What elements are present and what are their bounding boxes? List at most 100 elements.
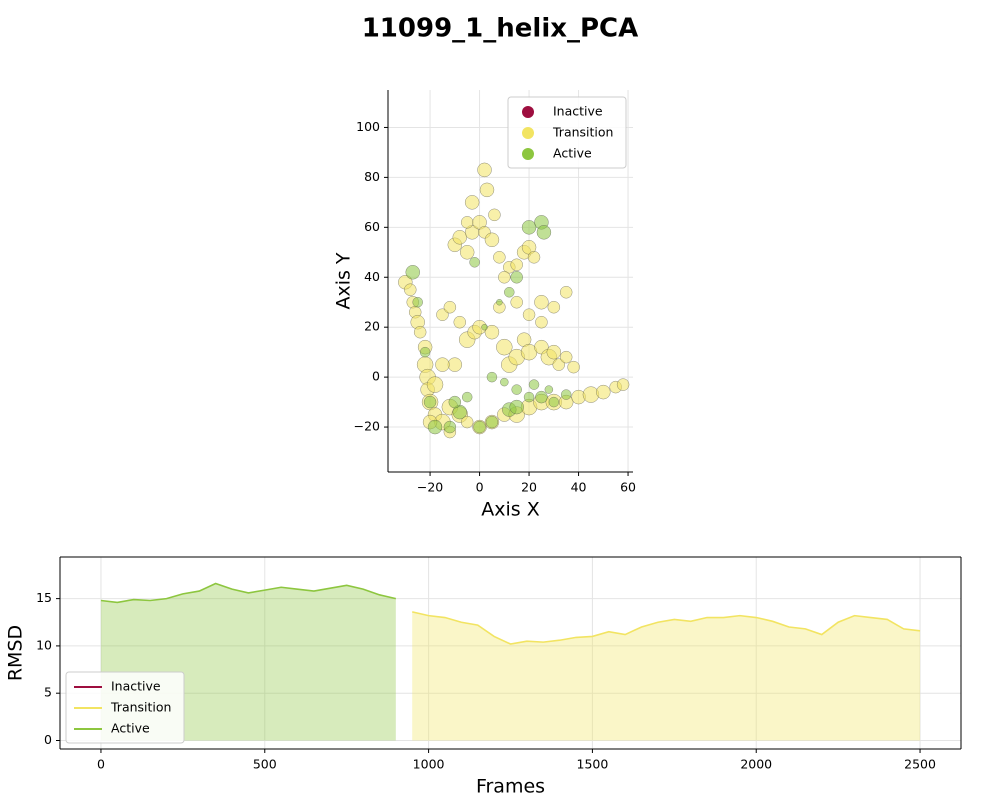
area	[412, 611, 921, 741]
legend-label: Inactive	[553, 104, 603, 119]
point	[459, 245, 475, 260]
point	[498, 271, 511, 284]
point	[511, 384, 522, 395]
point	[479, 182, 495, 198]
y-tick-label: 10	[36, 637, 52, 652]
x-tick-label: −20	[417, 480, 443, 495]
point	[510, 295, 523, 309]
y-tick-label: 15	[36, 590, 52, 605]
x-axis-label: Frames	[476, 776, 545, 798]
point	[412, 296, 423, 308]
point	[460, 415, 474, 429]
point	[486, 371, 498, 383]
x-tick-label: 1500	[577, 757, 609, 772]
x-tick-label: 500	[253, 757, 277, 772]
x-tick-label: 2000	[740, 757, 772, 772]
legend-marker	[522, 127, 534, 139]
point	[567, 360, 580, 374]
x-tick-label: 0	[97, 757, 105, 772]
y-tick-label: −20	[354, 419, 380, 434]
y-axis-label: Axis Y	[333, 252, 355, 309]
point	[413, 325, 427, 339]
x-tick-label: 60	[620, 480, 636, 495]
point	[473, 420, 486, 434]
legend-label: Transition	[110, 700, 171, 715]
x-tick-label: 20	[521, 480, 537, 495]
point	[536, 225, 552, 240]
point	[484, 232, 500, 248]
point	[426, 376, 444, 393]
point	[453, 315, 467, 329]
x-tick-label: 1000	[413, 757, 445, 772]
point	[419, 346, 431, 358]
point	[464, 195, 480, 210]
point	[448, 395, 462, 409]
y-tick-label: 40	[364, 269, 380, 284]
y-tick-label: 20	[364, 319, 380, 334]
point	[500, 377, 509, 387]
legend-box	[65, 671, 185, 744]
point	[547, 300, 561, 314]
point	[509, 399, 524, 415]
x-axis-label: Axis X	[481, 499, 539, 521]
point	[423, 395, 437, 409]
legend-marker	[522, 148, 534, 160]
point	[504, 286, 515, 298]
point	[485, 415, 499, 429]
point	[510, 271, 523, 284]
point	[546, 344, 562, 360]
point	[528, 379, 540, 390]
figure-title: 11099_1_helix_PCA	[362, 14, 639, 44]
point	[559, 350, 573, 364]
legend-marker	[522, 106, 534, 118]
point	[496, 338, 513, 356]
point	[447, 357, 463, 372]
point	[452, 230, 468, 245]
point	[535, 315, 548, 329]
point	[535, 390, 548, 404]
y-axis-label: RMSD	[5, 625, 27, 681]
point	[616, 378, 630, 391]
y-tick-label: 0	[372, 369, 380, 384]
point	[496, 298, 503, 306]
x-tick-label: 2500	[904, 757, 936, 772]
point	[405, 265, 420, 280]
point	[488, 208, 501, 222]
point	[552, 358, 566, 371]
point	[443, 300, 457, 314]
legend-label: Active	[553, 146, 592, 161]
point	[477, 162, 492, 178]
point	[534, 294, 549, 310]
x-tick-label: 0	[476, 480, 484, 495]
line	[100, 582, 397, 604]
point	[527, 251, 541, 264]
y-tick-label: 5	[44, 685, 52, 700]
y-tick-label: 60	[364, 219, 380, 234]
point	[493, 251, 506, 264]
legend-label: Transition	[552, 125, 613, 140]
point	[559, 285, 573, 299]
legend-label: Inactive	[111, 679, 161, 694]
point	[443, 420, 457, 434]
point	[484, 324, 500, 340]
point	[461, 391, 473, 403]
point	[427, 419, 443, 435]
point	[510, 258, 523, 272]
point	[435, 357, 450, 372]
legend-box	[507, 96, 627, 169]
x-tick-label: 40	[571, 480, 587, 495]
point	[469, 257, 480, 268]
y-tick-label: 100	[356, 119, 380, 134]
point	[436, 308, 449, 321]
point	[522, 308, 536, 321]
point	[481, 323, 488, 331]
point	[596, 384, 611, 400]
point	[523, 391, 535, 403]
point	[404, 283, 417, 296]
point	[521, 220, 537, 235]
y-tick-label: 80	[364, 169, 380, 184]
point	[544, 385, 554, 394]
y-tick-label: 0	[44, 732, 52, 747]
point	[548, 396, 560, 408]
